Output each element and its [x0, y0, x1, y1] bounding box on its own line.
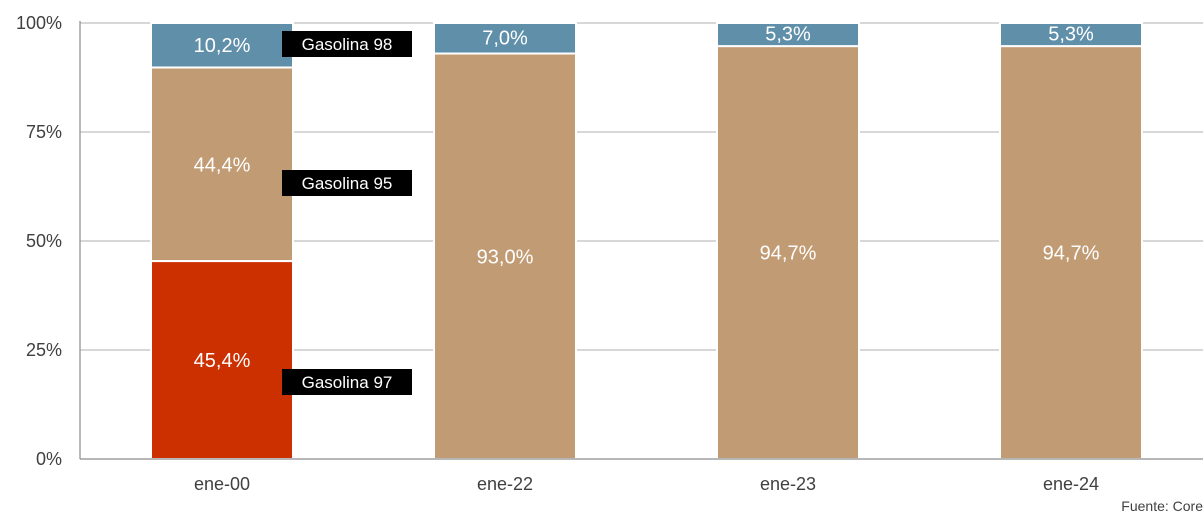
legend-tag — [282, 170, 412, 196]
bar-segment — [433, 52, 577, 461]
data-label: 45,4% — [194, 350, 251, 372]
y-tick-label: 0% — [36, 449, 62, 469]
y-tick-label: 50% — [26, 231, 62, 251]
legend-tag — [282, 369, 412, 395]
data-label: 44,4% — [194, 154, 251, 176]
data-label: 5,3% — [1048, 24, 1094, 46]
source-note: Fuente: Core — [1121, 498, 1203, 514]
bar-segment — [999, 45, 1143, 460]
bar-segment — [433, 22, 577, 55]
bar-segment — [150, 22, 294, 69]
data-label: 93,0% — [477, 246, 534, 268]
x-tick-label: ene-00 — [194, 474, 250, 494]
x-tick-label: ene-23 — [760, 474, 816, 494]
data-label: 5,3% — [765, 24, 811, 46]
data-label: 94,7% — [760, 243, 817, 265]
bar-segment — [150, 260, 294, 460]
legend-tag-label: Gasolina 97 — [302, 373, 393, 392]
data-label: 7,0% — [482, 27, 528, 49]
data-label: 10,2% — [194, 35, 251, 57]
y-tick-label: 100% — [16, 13, 62, 33]
x-tick-label: ene-22 — [477, 474, 533, 494]
legend-tag-label: Gasolina 95 — [302, 174, 393, 193]
data-label: 94,7% — [1043, 243, 1100, 265]
legend-tag-label: Gasolina 98 — [302, 35, 393, 54]
y-tick-label: 25% — [26, 340, 62, 360]
bar-segment — [716, 45, 860, 460]
bar-segment — [999, 22, 1143, 48]
x-tick-label: ene-24 — [1043, 474, 1099, 494]
bar-segment — [150, 66, 294, 263]
bar-segment — [716, 22, 860, 48]
y-tick-label: 75% — [26, 122, 62, 142]
legend-tag — [282, 31, 412, 57]
